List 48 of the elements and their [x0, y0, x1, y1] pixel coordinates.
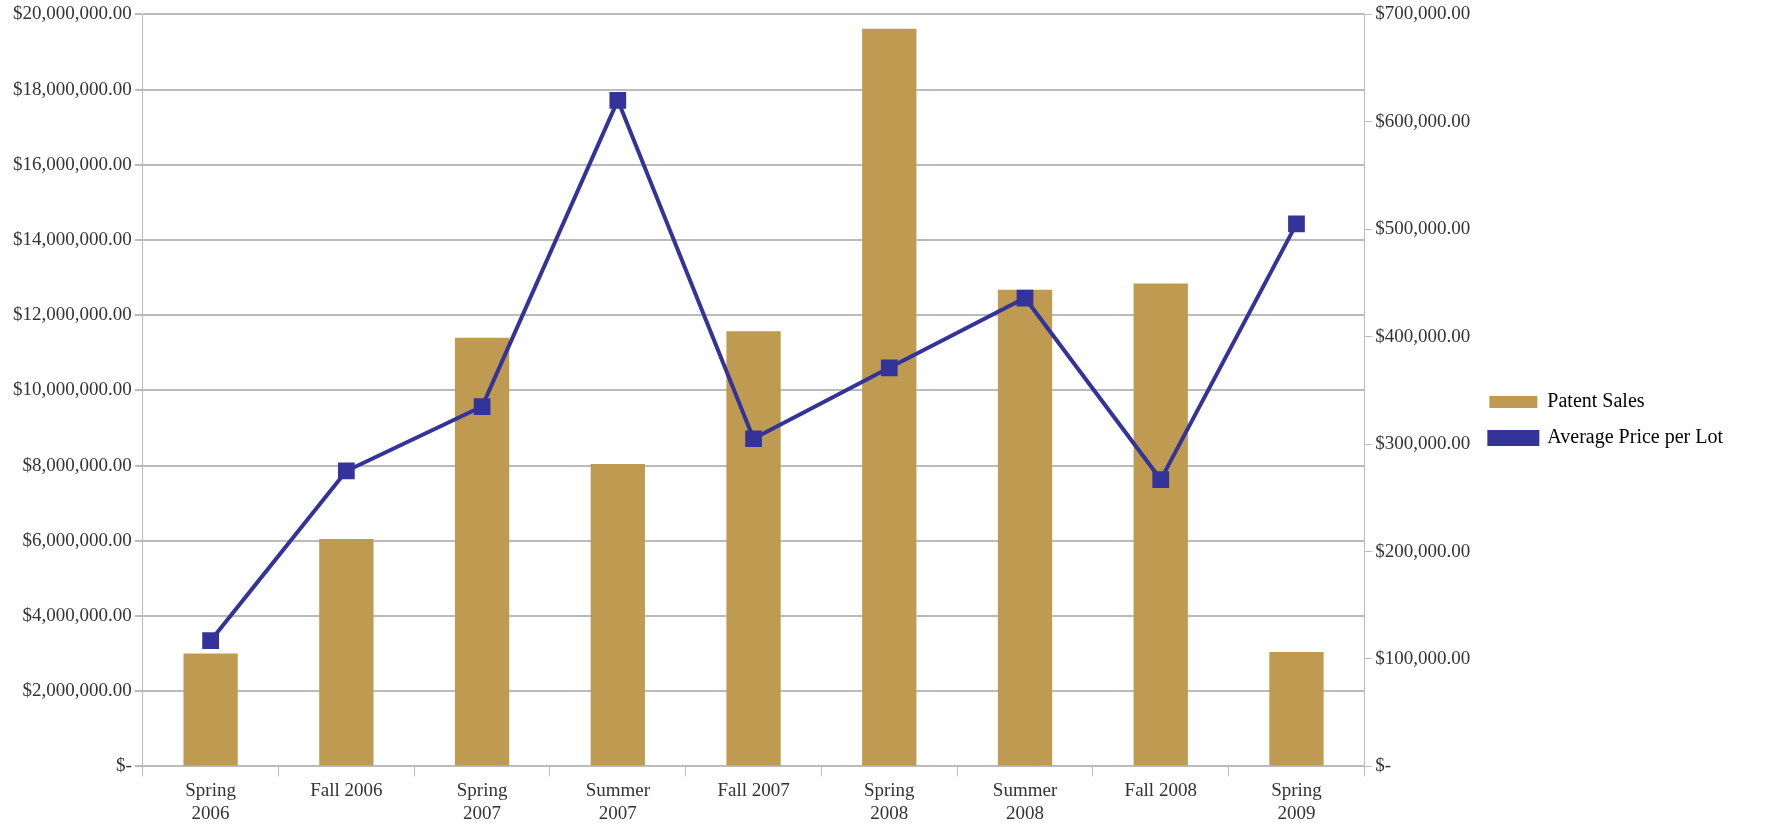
point: [609, 91, 627, 109]
x-tick-label: Summer 2007: [585, 778, 651, 823]
y-tick-label: $6,000,000.00: [22, 528, 132, 550]
point: [1288, 215, 1305, 233]
x-tick-label: Spring 2007: [456, 778, 508, 823]
y-tick-label: $12,000,000.00: [13, 303, 132, 325]
y2-tick-label: $100,000.00: [1375, 646, 1471, 668]
y-tick-label: $16,000,000.00: [13, 152, 132, 174]
y-tick-label: $4,000,000.00: [22, 603, 132, 625]
bar: [590, 464, 645, 766]
bar: [862, 28, 917, 766]
bar: [726, 331, 781, 766]
x-tick-label: Spring 2008: [863, 778, 916, 823]
point: [337, 462, 355, 480]
y2-tick-label: $200,000.00: [1375, 539, 1471, 561]
y-tick-label: $-: [115, 754, 132, 776]
y-tick-label: $18,000,000.00: [13, 77, 132, 99]
y-tick-label: $8,000,000.00: [22, 453, 132, 475]
x-tick-label: Fall 2007: [717, 778, 790, 800]
y2-tick-label: $500,000.00: [1375, 217, 1471, 239]
bar: [454, 337, 510, 766]
bar: [183, 653, 238, 766]
bar: [997, 289, 1053, 766]
x-tick-label: Fall 2008: [1124, 778, 1197, 800]
point: [1016, 289, 1034, 307]
y-tick-label: $2,000,000.00: [22, 679, 132, 701]
y2-tick-label: $300,000.00: [1375, 432, 1471, 454]
point: [202, 632, 219, 650]
bar: [1133, 283, 1188, 766]
bar: [319, 538, 374, 766]
x-tick-label: Fall 2006: [310, 778, 383, 800]
y-tick-label: $10,000,000.00: [13, 378, 132, 400]
y2-tick-label: $700,000.00: [1375, 2, 1471, 24]
x-tick-label: Spring 2009: [1271, 778, 1323, 823]
y-tick-label: $20,000,000.00: [13, 2, 132, 24]
x-tick-label: Spring 2006: [185, 778, 237, 823]
x-tick-label: Summer 2008: [992, 778, 1058, 823]
y-tick-label: $14,000,000.00: [13, 227, 132, 249]
bar: [1269, 652, 1324, 766]
y2-tick-label: $400,000.00: [1375, 324, 1471, 346]
point: [745, 430, 762, 448]
y2-tick-label: $600,000.00: [1375, 109, 1471, 131]
legend-label: Average Price per Lot: [1547, 425, 1724, 449]
point: [473, 398, 491, 415]
y2-tick-label: $-: [1375, 754, 1392, 776]
legend-label: Patent Sales: [1547, 389, 1645, 412]
point: [880, 359, 898, 377]
point: [1152, 471, 1170, 488]
